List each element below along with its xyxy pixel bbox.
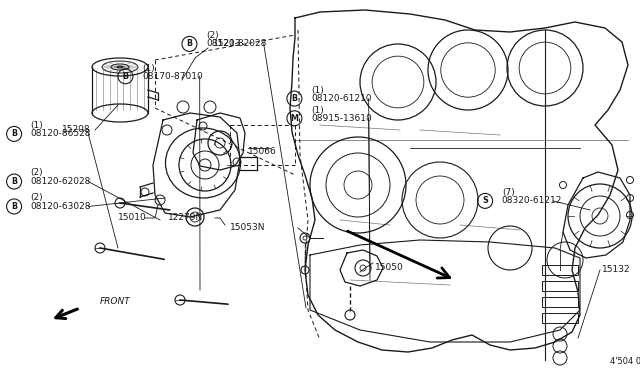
Text: (1): (1) bbox=[142, 64, 155, 73]
Text: 15208: 15208 bbox=[62, 125, 91, 135]
Text: (7): (7) bbox=[502, 188, 515, 197]
Text: 08915-13610: 08915-13610 bbox=[311, 114, 372, 123]
Text: B: B bbox=[11, 177, 17, 186]
Text: (1): (1) bbox=[31, 121, 44, 130]
Text: (2): (2) bbox=[31, 169, 44, 177]
Text: 08120-61210: 08120-61210 bbox=[311, 94, 372, 103]
Text: 08120-62028: 08120-62028 bbox=[31, 177, 91, 186]
Text: 15213: 15213 bbox=[213, 38, 242, 48]
Text: 08120-82028: 08120-82028 bbox=[206, 39, 266, 48]
Text: 12279N: 12279N bbox=[168, 214, 204, 222]
Text: B: B bbox=[122, 72, 129, 81]
Text: 15010: 15010 bbox=[118, 214, 147, 222]
Text: 08320-61212: 08320-61212 bbox=[502, 196, 562, 205]
Text: 08120-86528: 08120-86528 bbox=[31, 129, 92, 138]
Text: 15066: 15066 bbox=[248, 148, 276, 157]
Text: FRONT: FRONT bbox=[100, 298, 131, 307]
Text: 08170-87010: 08170-87010 bbox=[142, 72, 203, 81]
Text: (1): (1) bbox=[311, 86, 324, 95]
Text: 15053N: 15053N bbox=[230, 224, 266, 232]
Text: B: B bbox=[11, 129, 17, 138]
Text: 4'504 02'3: 4'504 02'3 bbox=[610, 357, 640, 366]
Text: B: B bbox=[11, 202, 17, 211]
Text: B: B bbox=[291, 94, 298, 103]
Text: 08120-63028: 08120-63028 bbox=[31, 202, 92, 211]
Text: 15132: 15132 bbox=[602, 266, 630, 275]
Text: (2): (2) bbox=[31, 193, 44, 202]
Text: S: S bbox=[482, 196, 488, 205]
Text: (2): (2) bbox=[206, 31, 219, 40]
Text: B: B bbox=[186, 39, 193, 48]
Text: (1): (1) bbox=[311, 106, 324, 115]
Text: M: M bbox=[291, 114, 298, 123]
Text: 15050: 15050 bbox=[375, 263, 404, 272]
